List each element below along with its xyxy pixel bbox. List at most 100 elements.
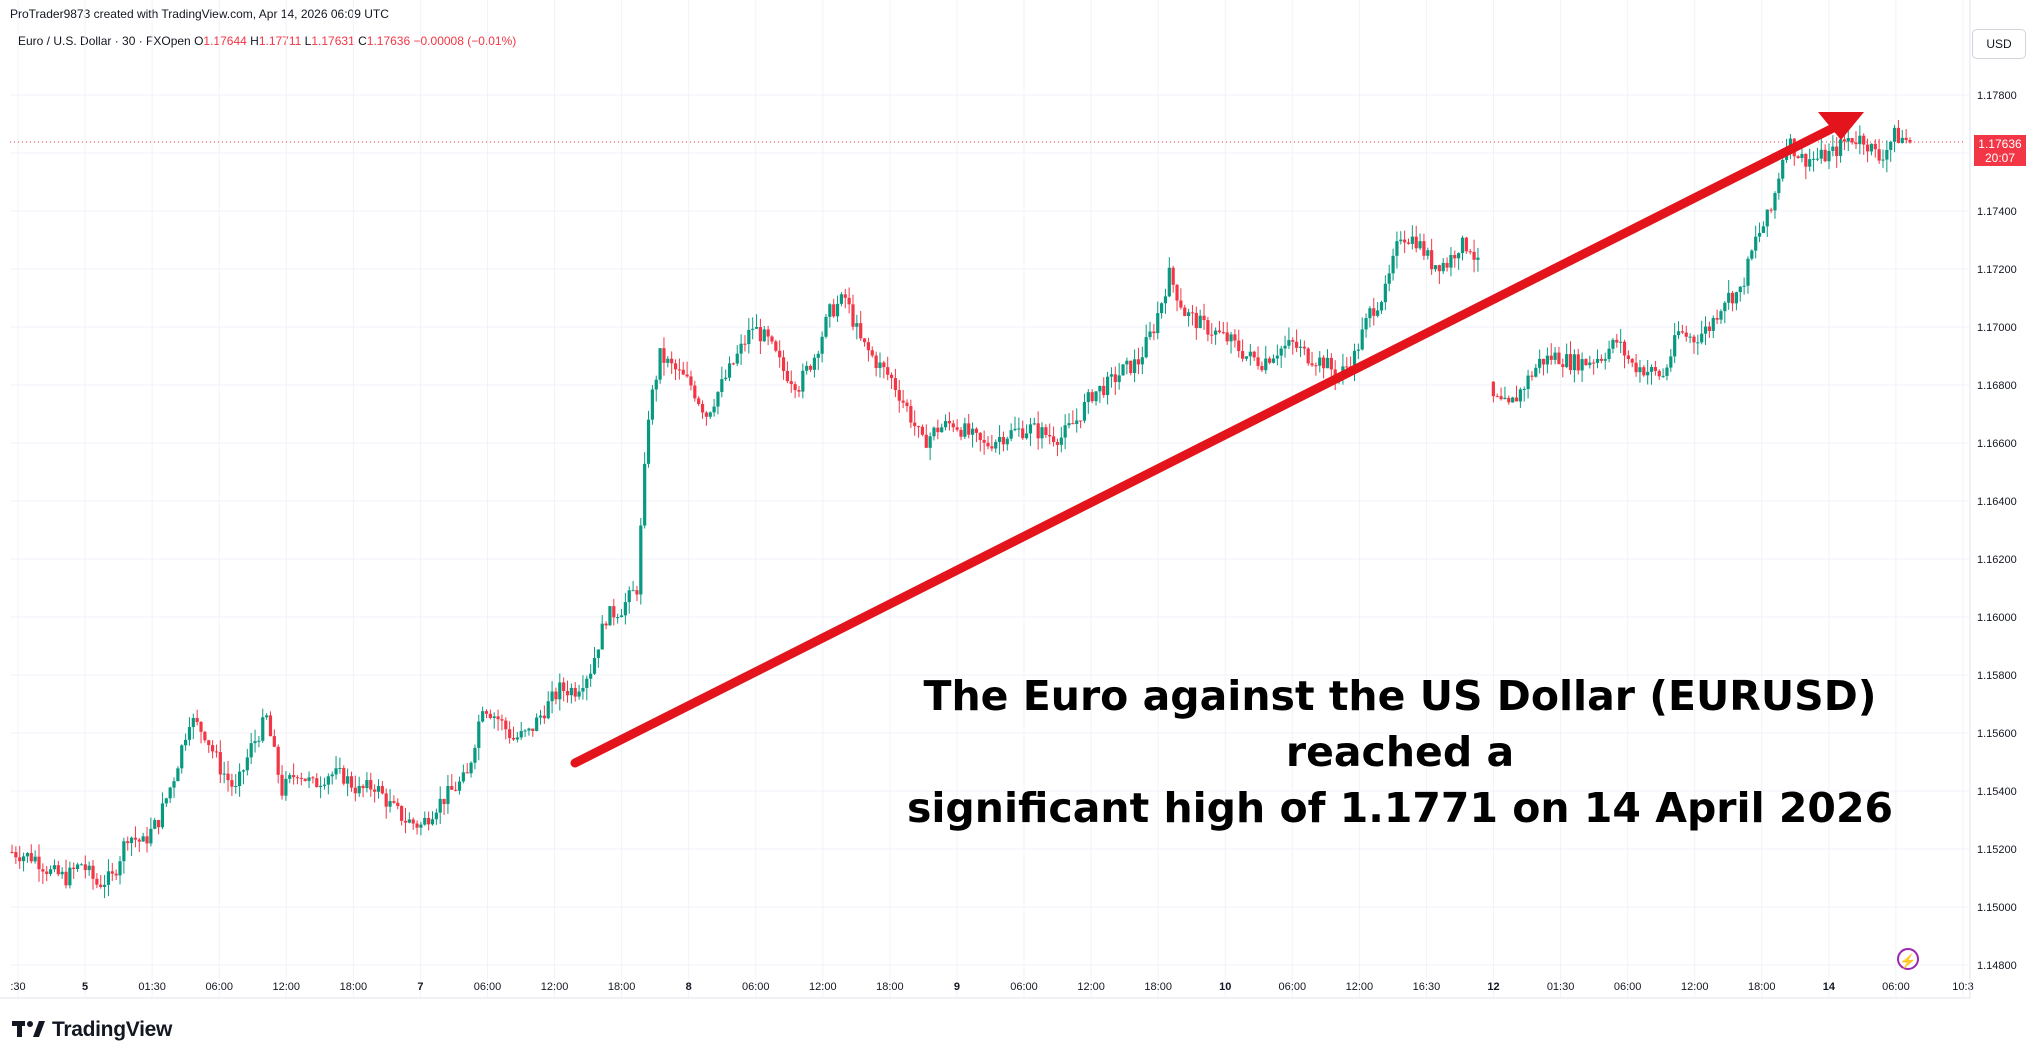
candle-body — [442, 798, 446, 805]
candle-body — [72, 867, 76, 869]
legend-close-value: 1.17636 — [366, 34, 411, 48]
candle-body — [1881, 159, 1885, 161]
candle-body — [1788, 138, 1793, 148]
price-tick-label: 1.17000 — [1977, 322, 2017, 334]
candle-body — [1680, 331, 1684, 333]
candle-body — [1175, 284, 1179, 301]
candle-body — [1422, 241, 1426, 256]
candle-body — [1769, 209, 1773, 211]
candle-body — [1433, 265, 1438, 270]
candle-body — [666, 358, 670, 363]
candle-body — [1827, 150, 1831, 162]
candle-body — [176, 768, 180, 782]
candle-body — [963, 423, 967, 437]
candle-body — [1314, 365, 1318, 367]
candle-body — [1075, 420, 1079, 424]
candle-body — [450, 786, 454, 790]
candle-body — [114, 873, 118, 876]
candle-body — [627, 590, 631, 603]
lightning-icon[interactable]: ⚡ — [1897, 948, 1919, 970]
legend-low-value: 1.17631 — [311, 34, 355, 48]
candle-body — [766, 329, 770, 337]
candle-body — [1892, 127, 1897, 142]
candle-body — [724, 377, 728, 380]
candle-body — [1738, 286, 1742, 293]
candle-body — [137, 839, 141, 842]
time-tick-label: 9 — [954, 981, 960, 993]
candle-body — [1457, 253, 1461, 259]
candle-body — [1661, 375, 1665, 377]
candle-body — [423, 817, 427, 825]
candle-body — [338, 768, 342, 770]
candle-body — [18, 857, 22, 862]
candle-body — [102, 884, 107, 887]
candle-body — [997, 436, 1002, 442]
candle-body — [1410, 236, 1414, 244]
candle-body — [1865, 144, 1870, 152]
candle-body — [481, 711, 485, 722]
candle-body — [535, 717, 539, 731]
candle-body — [951, 423, 955, 428]
candle-body — [1889, 141, 1893, 150]
candle-body — [1036, 423, 1040, 439]
candle-body — [473, 747, 477, 763]
candle-body — [550, 691, 554, 702]
candle-body — [1364, 318, 1368, 330]
candle-body — [500, 719, 504, 721]
candle-body — [947, 420, 952, 424]
candle-body — [60, 871, 64, 875]
candle-body — [1241, 351, 1245, 359]
candle-body — [808, 365, 813, 370]
candle-body — [805, 365, 809, 371]
candle-body — [99, 884, 103, 887]
candle-body — [353, 787, 357, 794]
candle-body — [276, 746, 280, 775]
candle-body — [697, 398, 701, 404]
candle-body — [145, 836, 149, 844]
candle-body — [110, 871, 114, 874]
candle-body — [774, 341, 778, 351]
time-tick-label: 7 — [417, 981, 423, 993]
candle-body — [384, 793, 388, 807]
candle-body — [1298, 346, 1303, 348]
candle-body — [226, 773, 230, 781]
candle-body — [747, 329, 751, 345]
candle-body — [1051, 436, 1056, 443]
candle-body — [1561, 364, 1565, 368]
candle-body — [643, 463, 647, 526]
candle-body — [1291, 340, 1295, 342]
candle-body — [940, 427, 944, 433]
candle-body — [1264, 358, 1268, 371]
price-chart[interactable]: 1.178001.176001.174001.172001.170001.168… — [0, 0, 2039, 1000]
candle-body — [1202, 315, 1206, 321]
candle-body — [1399, 239, 1403, 242]
candle-body — [1800, 153, 1804, 159]
tradingview-logo[interactable]: TradingView — [12, 1018, 172, 1042]
candle-body — [1796, 156, 1800, 159]
candle-body — [527, 728, 531, 731]
candle-body — [1279, 348, 1283, 356]
candle-body — [1692, 336, 1696, 343]
price-tick-label: 1.15400 — [1977, 786, 2017, 798]
candle-body — [153, 820, 157, 829]
symbol-legend[interactable]: Euro / U.S. Dollar · 30 · FXOpen O1.1764… — [18, 34, 516, 48]
candle-body — [1850, 138, 1854, 143]
candle-body — [901, 400, 905, 403]
candle-body — [1873, 143, 1877, 150]
candle-body — [623, 602, 627, 616]
candle-body — [589, 673, 593, 679]
candle-body — [268, 715, 273, 737]
candle-body — [1260, 365, 1264, 371]
candle-body — [1379, 302, 1384, 311]
candle-body — [319, 785, 323, 788]
candle-body — [288, 775, 292, 779]
candle-body — [905, 402, 909, 407]
time-tick-label: 16:30 — [1413, 981, 1441, 993]
candle-body — [1437, 265, 1441, 272]
candle-body — [577, 691, 581, 697]
currency-selector[interactable]: USD — [1972, 29, 2026, 59]
candle-body — [373, 789, 377, 792]
price-tick-label: 1.15800 — [1977, 670, 2017, 682]
chart-grid — [10, 0, 1970, 998]
candle-body — [1032, 423, 1036, 425]
